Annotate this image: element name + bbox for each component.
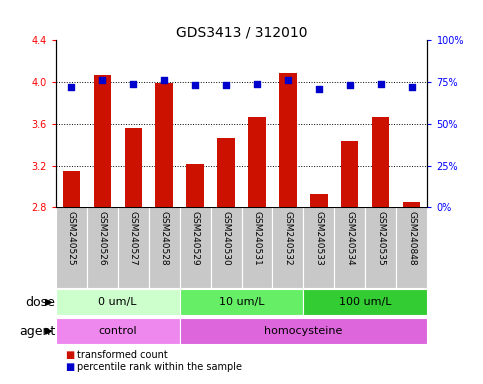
Bar xyxy=(217,139,235,207)
Text: GSM240531: GSM240531 xyxy=(253,211,261,266)
Bar xyxy=(156,83,172,207)
Bar xyxy=(397,207,427,288)
Text: agent: agent xyxy=(19,325,56,338)
Point xyxy=(284,77,292,83)
Point xyxy=(253,81,261,87)
Bar xyxy=(334,207,366,288)
Bar xyxy=(211,207,242,288)
Bar xyxy=(280,73,297,207)
Bar xyxy=(303,207,334,288)
Point xyxy=(67,84,75,90)
Point xyxy=(377,81,385,87)
Bar xyxy=(56,318,180,344)
Bar xyxy=(125,128,142,207)
Bar xyxy=(272,207,303,288)
Text: GSM240535: GSM240535 xyxy=(376,211,385,266)
Point xyxy=(98,77,106,83)
Text: GSM240528: GSM240528 xyxy=(159,211,169,266)
Bar xyxy=(186,164,203,207)
Text: ■: ■ xyxy=(65,362,74,372)
Bar xyxy=(86,207,117,288)
Point xyxy=(160,77,168,83)
Bar xyxy=(341,141,358,207)
Text: GSM240530: GSM240530 xyxy=(222,211,230,266)
Bar xyxy=(242,207,272,288)
Bar xyxy=(180,290,303,315)
Bar xyxy=(248,116,266,207)
Text: 100 um/L: 100 um/L xyxy=(339,297,392,308)
Point xyxy=(222,82,230,88)
Bar xyxy=(62,171,80,207)
Title: GDS3413 / 312010: GDS3413 / 312010 xyxy=(176,25,307,39)
Text: GSM240525: GSM240525 xyxy=(67,211,75,266)
Point xyxy=(129,81,137,87)
Text: GSM240532: GSM240532 xyxy=(284,211,293,266)
Bar xyxy=(180,318,427,344)
Point xyxy=(315,86,323,92)
Text: transformed count: transformed count xyxy=(77,350,168,360)
Bar xyxy=(403,202,421,207)
Text: GSM240533: GSM240533 xyxy=(314,211,324,266)
Bar xyxy=(94,75,111,207)
Bar xyxy=(372,116,389,207)
Bar xyxy=(56,290,180,315)
Text: 0 um/L: 0 um/L xyxy=(98,297,137,308)
Point xyxy=(346,82,354,88)
Text: 10 um/L: 10 um/L xyxy=(219,297,264,308)
Text: percentile rank within the sample: percentile rank within the sample xyxy=(77,362,242,372)
Text: GSM240529: GSM240529 xyxy=(190,211,199,266)
Point xyxy=(408,84,416,90)
Bar xyxy=(56,207,86,288)
Bar xyxy=(117,207,149,288)
Text: GSM240534: GSM240534 xyxy=(345,211,355,266)
Text: dose: dose xyxy=(26,296,56,309)
Text: GSM240527: GSM240527 xyxy=(128,211,138,266)
Bar xyxy=(311,194,327,207)
Text: control: control xyxy=(98,326,137,336)
Bar xyxy=(366,207,397,288)
Point xyxy=(191,82,199,88)
Bar xyxy=(303,290,427,315)
Text: GSM240526: GSM240526 xyxy=(98,211,107,266)
Text: homocysteine: homocysteine xyxy=(264,326,342,336)
Bar xyxy=(180,207,211,288)
Text: GSM240848: GSM240848 xyxy=(408,211,416,266)
Bar xyxy=(149,207,180,288)
Text: ■: ■ xyxy=(65,350,74,360)
